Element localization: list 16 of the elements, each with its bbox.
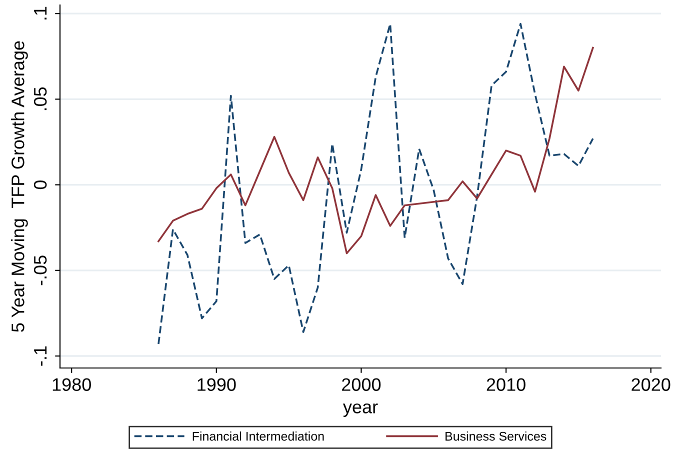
x-tick-label: 2000 (342, 378, 381, 391)
y-tick-label: 0 (34, 180, 47, 190)
x-tick-label: 2010 (486, 378, 526, 391)
y-tick-label: .1 (34, 6, 47, 20)
line-series (158, 46, 594, 254)
legend-label: Business Services (446, 432, 546, 441)
x-tick-label: 1980 (52, 378, 91, 391)
line-series (158, 22, 594, 345)
y-tick-label: -.05 (34, 256, 47, 286)
x-tick-label: 1990 (198, 378, 236, 391)
y-tick-label: .05 (34, 87, 47, 110)
y-axis-title: 5 Year Moving TFP Growth Average (11, 41, 28, 332)
x-axis-title: year (342, 403, 378, 417)
x-tick-label: 2020 (632, 378, 670, 391)
legend-label: Financial Intermediation (192, 432, 324, 441)
y-tick-label: -.1 (34, 346, 47, 366)
